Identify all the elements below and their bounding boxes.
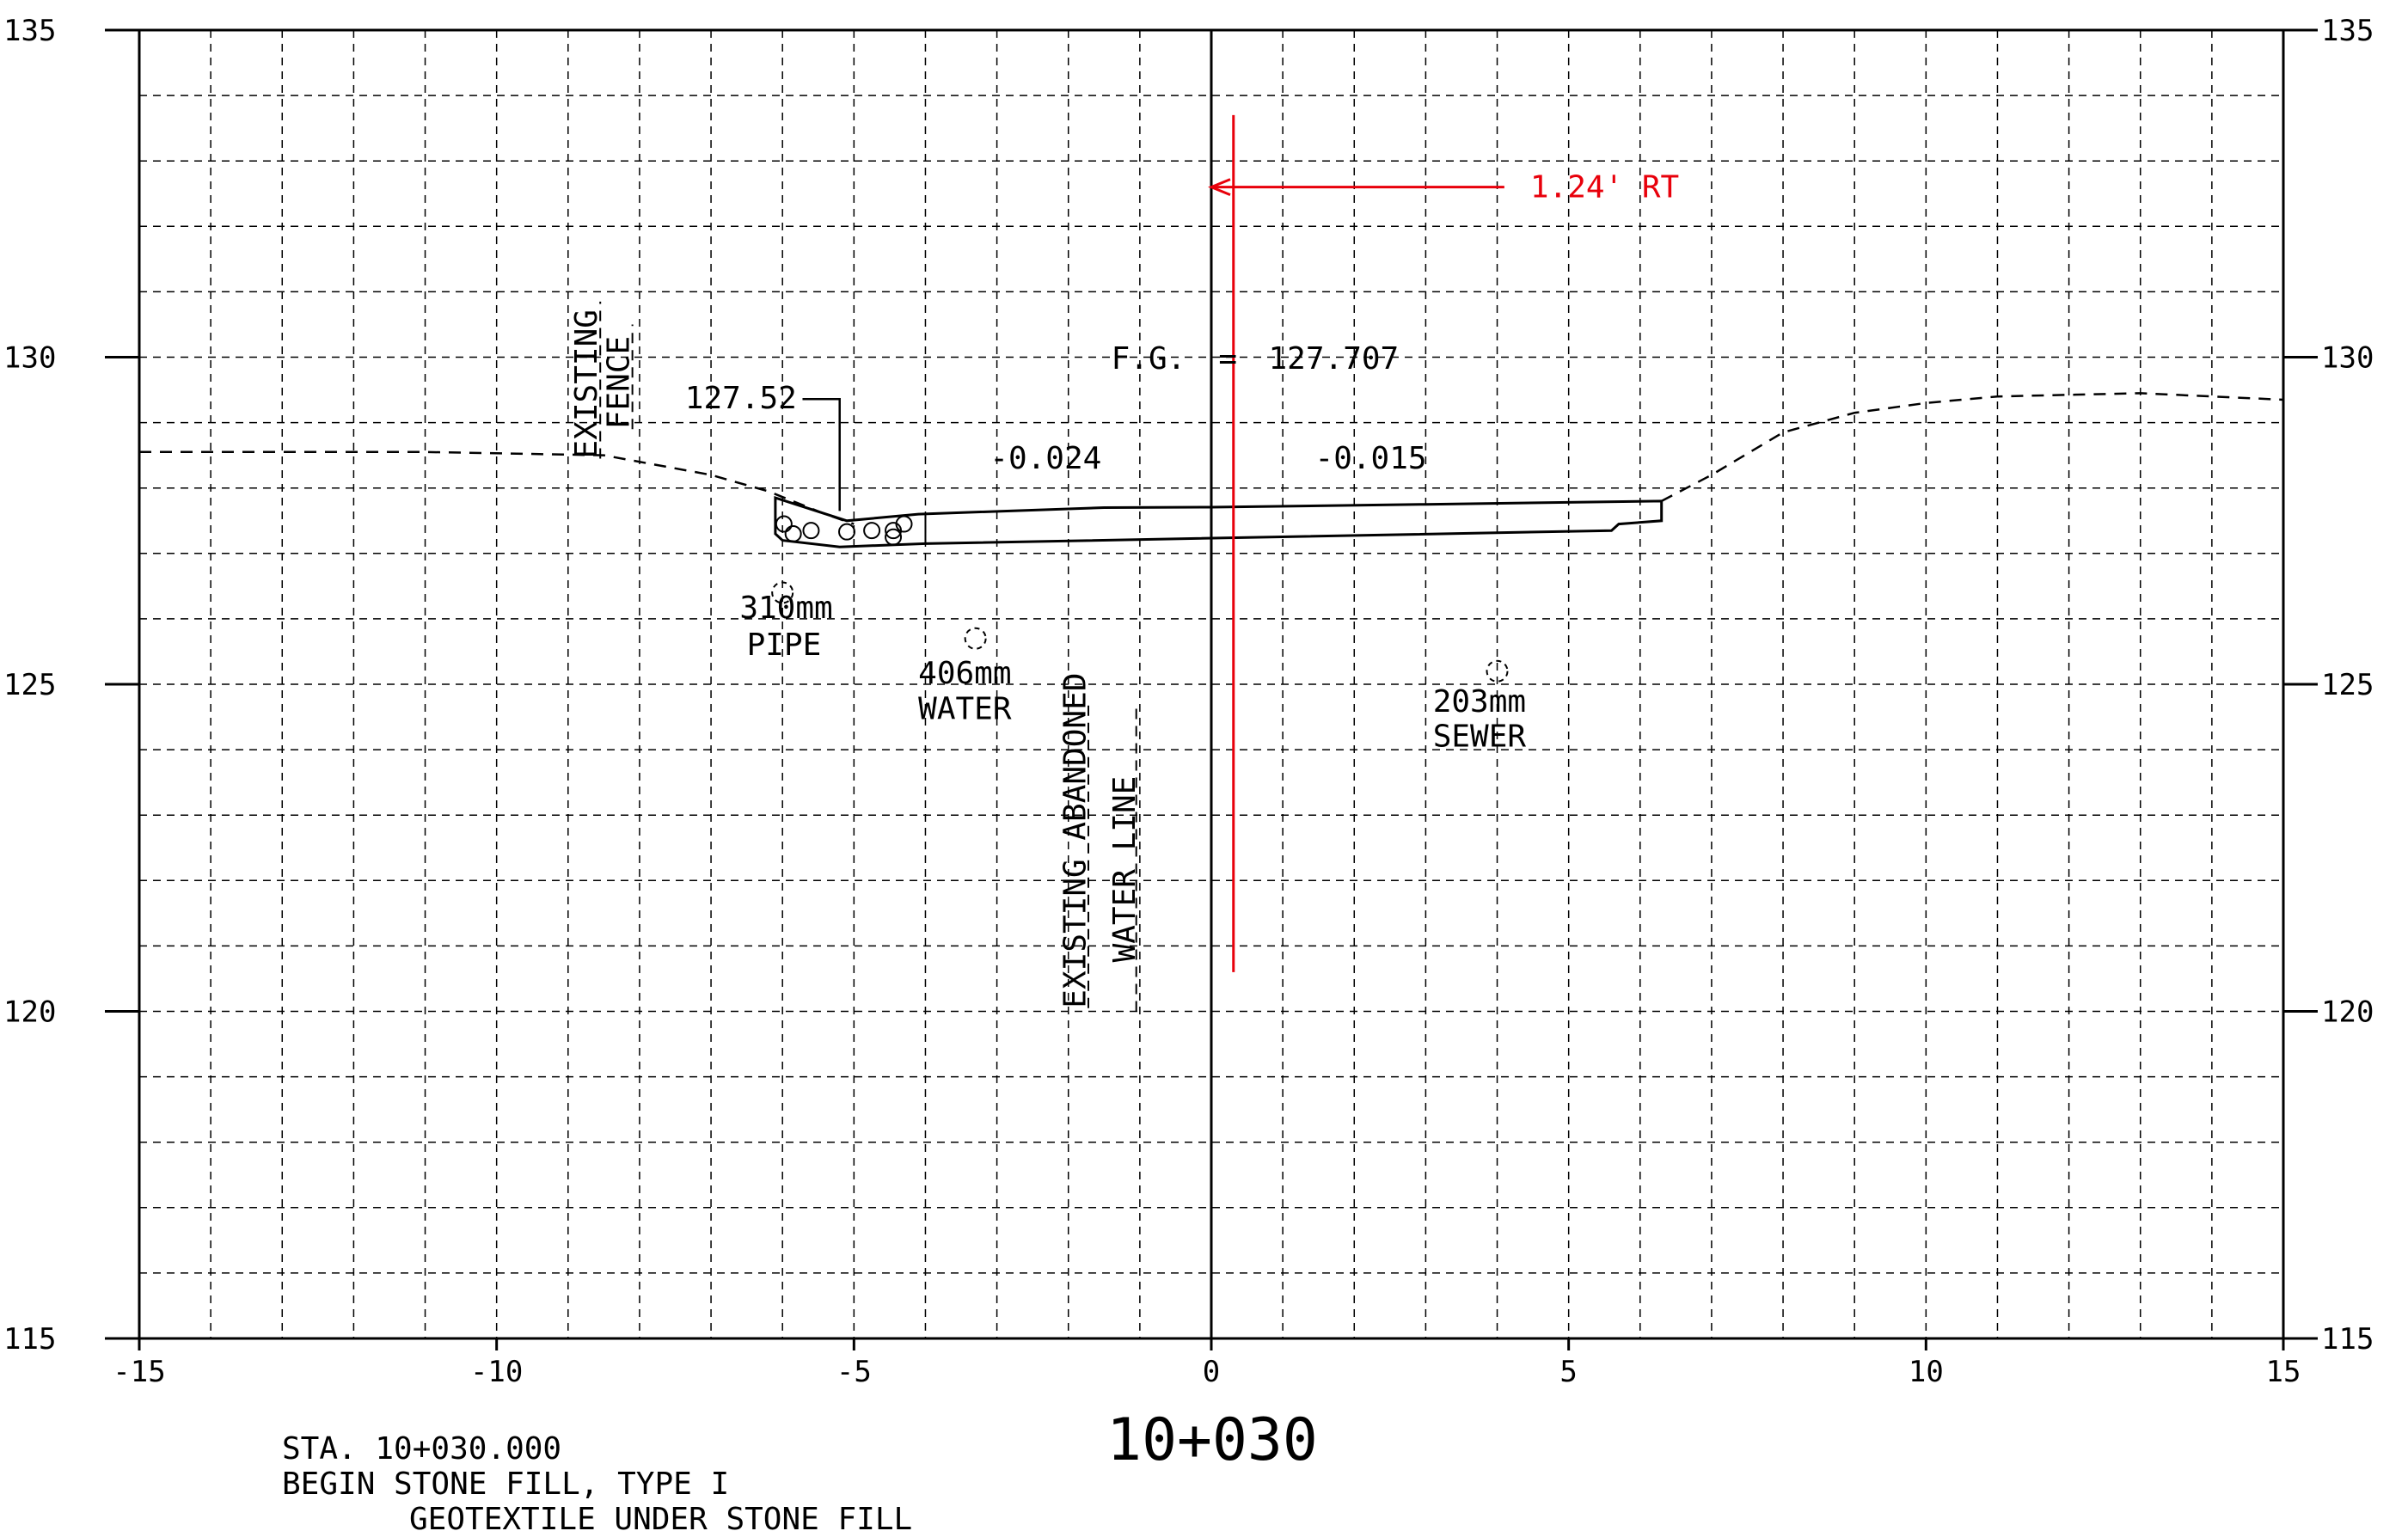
stone [802,522,820,540]
y-tick-label-right: 130 [2321,341,2374,376]
x-tick-label: 0 [1203,1355,1220,1389]
x-tick-label: 5 [1559,1355,1577,1389]
y-tick-label-right: 115 [2321,1322,2374,1356]
water-size-label: 406mm [918,656,1011,691]
fence-label-line2: FENCE [601,336,636,429]
stone [784,524,802,542]
stone [885,528,903,546]
sewer-type-label: SEWER [1433,719,1527,754]
station-label: 10+030 [1106,1406,1318,1474]
stone [775,515,793,533]
stone-fill [775,515,913,546]
pipe-type-label: PIPE [747,628,822,663]
x-tick-label: -15 [113,1355,165,1389]
y-tick-label-right: 125 [2321,668,2374,702]
pipe-size-label: 310mm [739,591,832,626]
x-tick-label: 15 [2266,1355,2301,1389]
tick-labels: -15 -10 -5 0 5 10 15 115 115 120 120 125 125 130 130 13… [3,14,2374,1389]
pipe-utility-icon [771,581,794,604]
finished-grade-label: F.G. [1112,341,1186,377]
note-station: STA. 10+030.000 [282,1431,561,1467]
ditch-elevation-label: 127.52 [685,381,797,416]
abandoned-water-line-callout: EXISTING ABANDONED WATER LINE [1058,673,1143,1012]
x-tick-label: -10 [470,1355,523,1389]
ditch-elevation-leader [802,397,841,511]
finished-grade-value: 127.707 [1269,341,1400,377]
stone [895,515,913,533]
x-tick-label: 10 [1909,1355,1944,1389]
offset-arrowhead [1208,178,1231,197]
y-tick-label-left: 120 [3,995,56,1030]
stone [863,522,881,540]
existing-fence-callout: EXISTING FENCE [569,301,636,459]
y-tick-label-left: 130 [3,341,56,376]
slope-left-label: -0.024 [990,441,1101,476]
note-geotextile: GEOTEXTILE UNDER STONE FILL [409,1502,912,1531]
finished-grade-equals: = [1218,341,1237,377]
fence-label-line1: EXISTING [569,309,604,458]
utilities [771,581,1509,683]
abandoned-label-line2: WATER LINE [1107,776,1143,963]
y-tick-label-left: 125 [3,668,56,702]
y-tick-label-left: 115 [3,1322,56,1356]
y-tick-label-right: 120 [2321,995,2374,1030]
sewer-utility-icon [1486,659,1509,683]
slope-right-label: -0.015 [1315,441,1427,476]
proposed-section [774,496,1664,548]
offset-label: 1.24' RT [1530,170,1679,205]
abandoned-label-line1: EXISTING ABANDONED [1058,673,1094,1008]
y-tick-label-right: 135 [2321,14,2374,48]
note-stone-fill: BEGIN STONE FILL, TYPE I [282,1467,729,1502]
water-utility-icon [964,627,987,650]
existing-ground-right [1661,392,2284,503]
y-tick-label-left: 135 [3,14,56,48]
sewer-size-label: 203mm [1433,684,1526,720]
stone [838,523,856,541]
water-type-label: WATER [918,691,1012,726]
grid [139,30,2283,1338]
x-tick-label: -5 [836,1355,872,1389]
